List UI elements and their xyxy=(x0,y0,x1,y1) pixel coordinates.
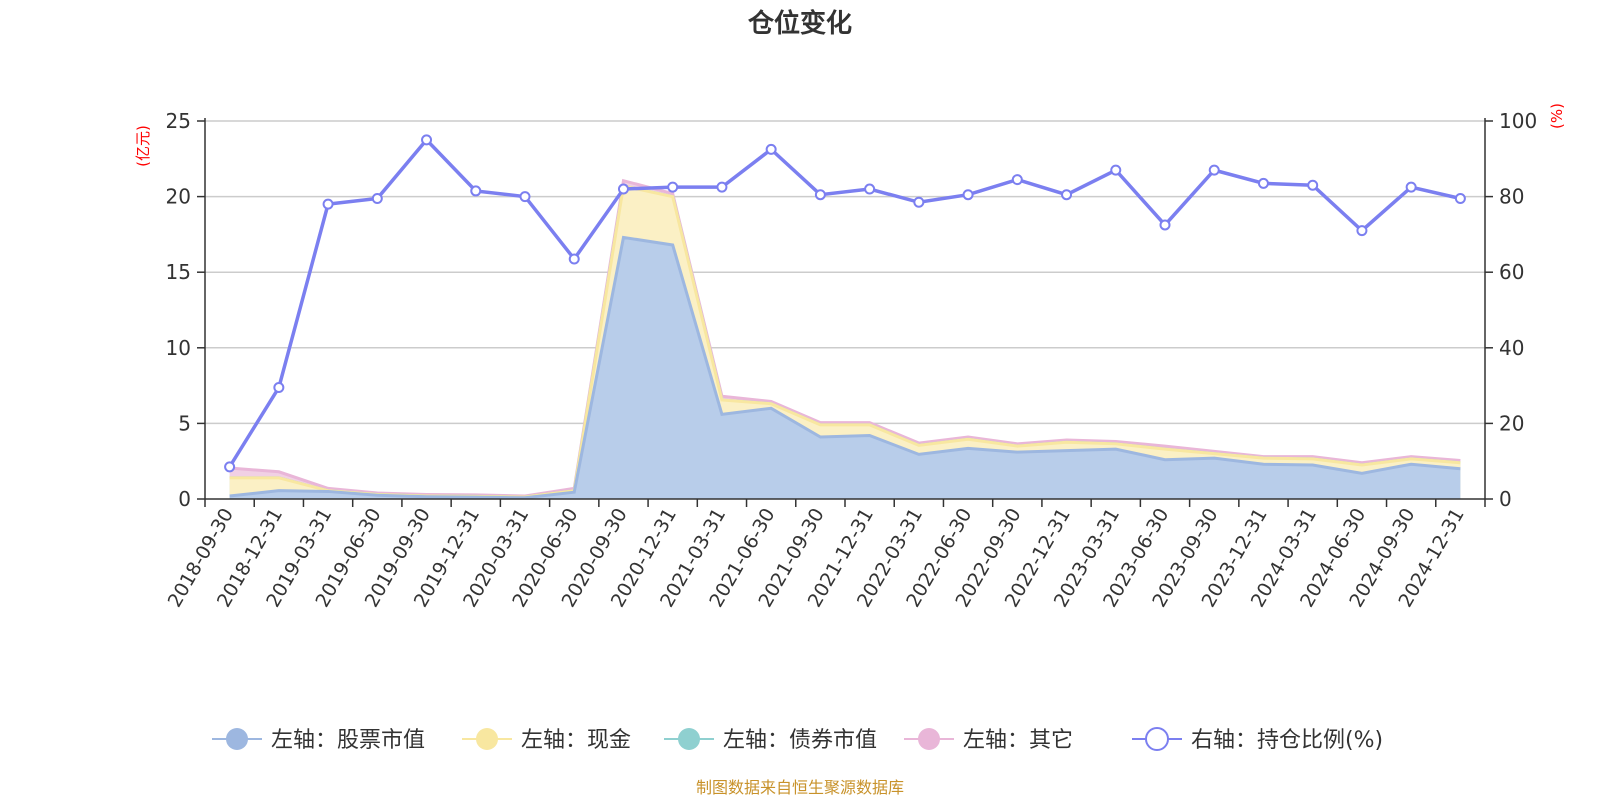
legend-marker xyxy=(918,728,940,750)
ratio-point xyxy=(470,185,482,197)
stacked-areas xyxy=(229,178,1461,500)
legend-label: 左轴：其它 xyxy=(963,728,1073,753)
ratio-point xyxy=(716,181,728,193)
area-line xyxy=(229,235,1461,500)
ratio-point xyxy=(765,143,777,155)
chart-title: 仓位变化 xyxy=(747,8,852,39)
ratio-point xyxy=(1011,174,1023,186)
left-axis-tick-label: 0 xyxy=(178,487,191,511)
legend-marker xyxy=(1145,727,1169,751)
ratio-point xyxy=(1061,189,1073,201)
legend-label: 左轴：股票市值 xyxy=(271,728,425,753)
area-fill xyxy=(229,237,1461,499)
ratio-point xyxy=(421,134,433,146)
ratio-point xyxy=(667,181,679,193)
ratio-point xyxy=(913,196,925,208)
ratio-point xyxy=(1159,219,1171,231)
ratio-point xyxy=(371,192,383,204)
ratio-point xyxy=(224,461,236,473)
ratio-point xyxy=(814,189,826,201)
legend-marker xyxy=(226,728,248,750)
right-axis-tick-label: 0 xyxy=(1499,487,1512,511)
ratio-point xyxy=(519,191,531,203)
axes: 05101520250204060801002018-09-302018-12-… xyxy=(164,109,1538,611)
left-axis-tick-label: 10 xyxy=(166,336,191,360)
grid-lines xyxy=(205,120,1485,425)
ratio-point xyxy=(1405,181,1417,193)
left-axis-unit: (亿元) xyxy=(134,125,152,167)
left-axis-tick-label: 5 xyxy=(178,411,191,435)
holding-ratio-series xyxy=(224,134,1466,473)
ratio-point xyxy=(1110,164,1122,176)
right-axis-unit: (%) xyxy=(1548,103,1566,129)
legend-label: 左轴：现金 xyxy=(521,728,631,753)
ratio-point xyxy=(617,183,629,195)
left-axis-tick-label: 15 xyxy=(166,260,191,284)
ratio-point xyxy=(864,183,876,195)
right-axis-tick-label: 100 xyxy=(1499,109,1537,133)
ratio-point xyxy=(1307,179,1319,191)
ratio-point xyxy=(1257,177,1269,189)
legend-marker xyxy=(678,728,700,750)
ratio-point xyxy=(1356,225,1368,237)
left-axis-tick-label: 20 xyxy=(166,185,191,209)
right-axis-tick-label: 20 xyxy=(1499,411,1524,435)
ratio-line xyxy=(228,137,1461,468)
ratio-point xyxy=(1454,192,1466,204)
ratio-point xyxy=(568,253,580,265)
area-line xyxy=(229,178,1461,498)
right-axis-tick-label: 60 xyxy=(1499,260,1524,284)
ratio-point xyxy=(273,381,285,393)
ratio-point xyxy=(1208,164,1220,176)
right-axis-tick-label: 40 xyxy=(1499,336,1524,360)
ratio-point xyxy=(322,198,334,210)
ratio-point xyxy=(962,189,974,201)
right-axis-tick-label: 80 xyxy=(1499,185,1524,209)
legend-marker xyxy=(476,728,498,750)
legend-label: 左轴：债券市值 xyxy=(723,728,877,753)
legend-label: 右轴：持仓比例(%) xyxy=(1191,728,1383,753)
data-source-note: 制图数据来自恒生聚源数据库 xyxy=(696,778,904,797)
legend: 左轴：股票市值 左轴：现金 左轴：债券市值 左轴：其它 右轴：持仓比例(%) xyxy=(212,727,1383,753)
left-axis-tick-label: 25 xyxy=(166,109,191,133)
